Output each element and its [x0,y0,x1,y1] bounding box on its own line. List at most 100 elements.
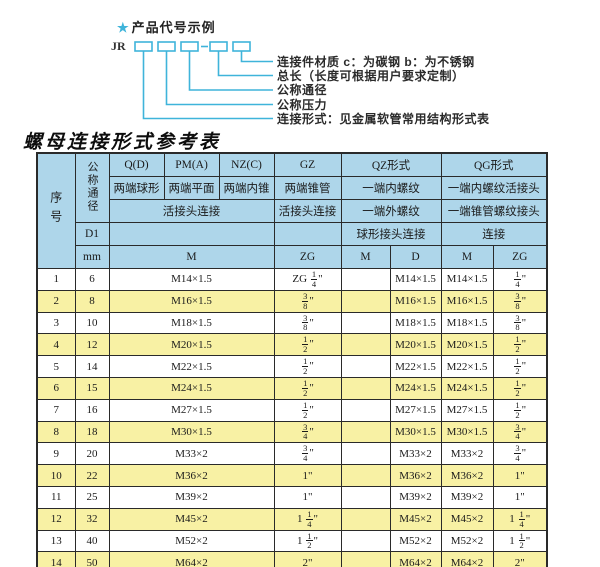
cell-qz-d: M20×1.5 [389,333,442,357]
code-box-4 [209,41,228,52]
cell-seq: 7 [36,398,76,422]
cell-gz: 1 2 " [273,376,342,400]
header-gz-conn: 活接头连接 [273,199,342,223]
cell-qz-d: M39×2 [389,485,442,509]
cell-qz-m [340,485,391,509]
header-qg-m: M [440,245,494,269]
header-m-label: M [108,245,275,269]
code-label-material: 连接件材质 c：为碳钢 b：为不锈钢 [277,55,475,69]
cell-m: M52×2 [108,529,275,553]
cell-qz-m [340,398,391,422]
cell-seq: 8 [36,420,76,444]
cell-qg-zg: 3 8 " [492,289,548,313]
cell-qz-m [340,289,391,313]
cell-qz-m [340,529,391,553]
cell-qg-zg: 3 4 " [492,420,548,444]
cell-qz-d: M18×1.5 [389,311,442,335]
header-union-conn: 活接头连接 [108,199,275,223]
header-col-qz: QZ形式 [340,152,442,177]
cell-seq: 9 [36,442,76,466]
cell-gz: 2" [273,551,342,567]
cell-m: M64×2 [108,551,275,567]
cell-seq: 2 [36,289,76,313]
header-qg-desc2: 一端锥管螺纹接头 [440,199,548,223]
cell-qz-m [340,311,391,335]
table-row: 9 20 M33×2 3 4 " M33×2 M33×2 3 4 " [36,442,548,466]
cell-qg-m: M20×1.5 [440,333,494,357]
header-zg-label: ZG [273,245,342,269]
table-rows: 1 6 M14×1.5 ZG 1 4 " M14×1.5 M14×1.5 1 4 " 2… [36,268,548,567]
cell-m: M20×1.5 [108,333,275,357]
cell-qg-zg: 1 2 " [492,333,548,357]
cell-qg-m: M33×2 [440,442,494,466]
header-qz-d: D [389,245,442,269]
cell-qz-d: M52×2 [389,529,442,553]
cell-dn: 18 [74,420,110,444]
connector-line-5 [240,51,273,63]
cell-qg-zg: 1 1 4 " [492,507,548,531]
code-label-diameter: 公称通径 [277,83,328,97]
code-box-1 [134,41,153,52]
header-q-desc: 两端球形 [108,176,165,200]
star-icon: ★ [117,20,130,35]
product-code-diagram [134,41,273,120]
header-qg-zg: ZG [492,245,548,269]
cell-qz-m [340,442,391,466]
header-col-pm: PM(A) [163,152,220,177]
cell-qz-m [340,464,391,487]
cell-qg-zg: 1" [492,485,548,509]
header-col-gz: GZ [273,152,342,177]
nut-connection-table: 序号 公称通径 Q(D) PM(A) NZ(C) GZ QZ形式 QG形式 两端… [36,152,548,567]
header-qg-desc1: 一端内螺纹活接头 [440,176,548,200]
cell-gz: 1 1 2 " [273,529,342,553]
header-qz-desc1: 一端内螺纹 [340,176,442,200]
cell-gz: ZG 1 4 " [273,268,342,291]
cell-seq: 5 [36,355,76,378]
cell-m: M14×1.5 [108,268,275,291]
table-row: 11 25 M39×2 1" M39×2 M39×2 1" [36,485,548,509]
cell-dn: 22 [74,464,110,487]
header-col-q: Q(D) [108,152,165,177]
cell-qz-m [340,355,391,378]
header-qz-m: M [340,245,391,269]
header-diameter: 公称通径 [74,152,110,223]
cell-gz: 3 8 " [273,311,342,335]
table-title: 螺母连接形式参考表 [23,132,222,153]
table-row: 7 16 M27×1.5 1 2 " M27×1.5 M27×1.5 1 2 " [36,398,548,422]
cell-dn: 10 [74,311,110,335]
header-empty-gz [273,222,342,246]
cell-qz-d: M16×1.5 [389,289,442,313]
connector-line-3 [188,51,273,91]
cell-dn: 6 [74,268,110,291]
cell-seq: 14 [36,551,76,567]
code-label-connection: 连接形式：见金属软管常用结构形式表 [277,112,490,126]
cell-gz: 1" [273,485,342,509]
connector-line-2 [165,51,273,106]
header-d1: D1 [74,222,110,246]
cell-qg-zg: 1 4 " [492,268,548,291]
cell-dn: 16 [74,398,110,422]
cell-m: M18×1.5 [108,311,275,335]
cell-dn: 8 [74,289,110,313]
cell-gz: 1 2 " [273,333,342,357]
table-row: 4 12 M20×1.5 1 2 " M20×1.5 M20×1.5 1 2 " [36,333,548,357]
cell-seq: 12 [36,507,76,531]
cell-gz: 3 4 " [273,420,342,444]
cell-seq: 11 [36,485,76,509]
cell-qg-m: M14×1.5 [440,268,494,291]
cell-gz: 1 1 4 " [273,507,342,531]
cell-m: M33×2 [108,442,275,466]
code-prefix: JR [111,39,126,53]
table-row: 1 6 M14×1.5 ZG 1 4 " M14×1.5 M14×1.5 1 4 " [36,268,548,291]
cell-dn: 15 [74,376,110,400]
cell-m: M45×2 [108,507,275,531]
header-seq: 序号 [36,152,76,269]
cell-m: M16×1.5 [108,289,275,313]
header-col-nz: NZ(C) [218,152,275,177]
cell-qz-m [340,507,391,531]
cell-qg-m: M36×2 [440,464,494,487]
cell-seq: 4 [36,333,76,357]
cell-qg-m: M18×1.5 [440,311,494,335]
cell-qg-zg: 3 4 " [492,442,548,466]
table-row: 6 15 M24×1.5 1 2 " M24×1.5 M24×1.5 1 2 " [36,376,548,400]
